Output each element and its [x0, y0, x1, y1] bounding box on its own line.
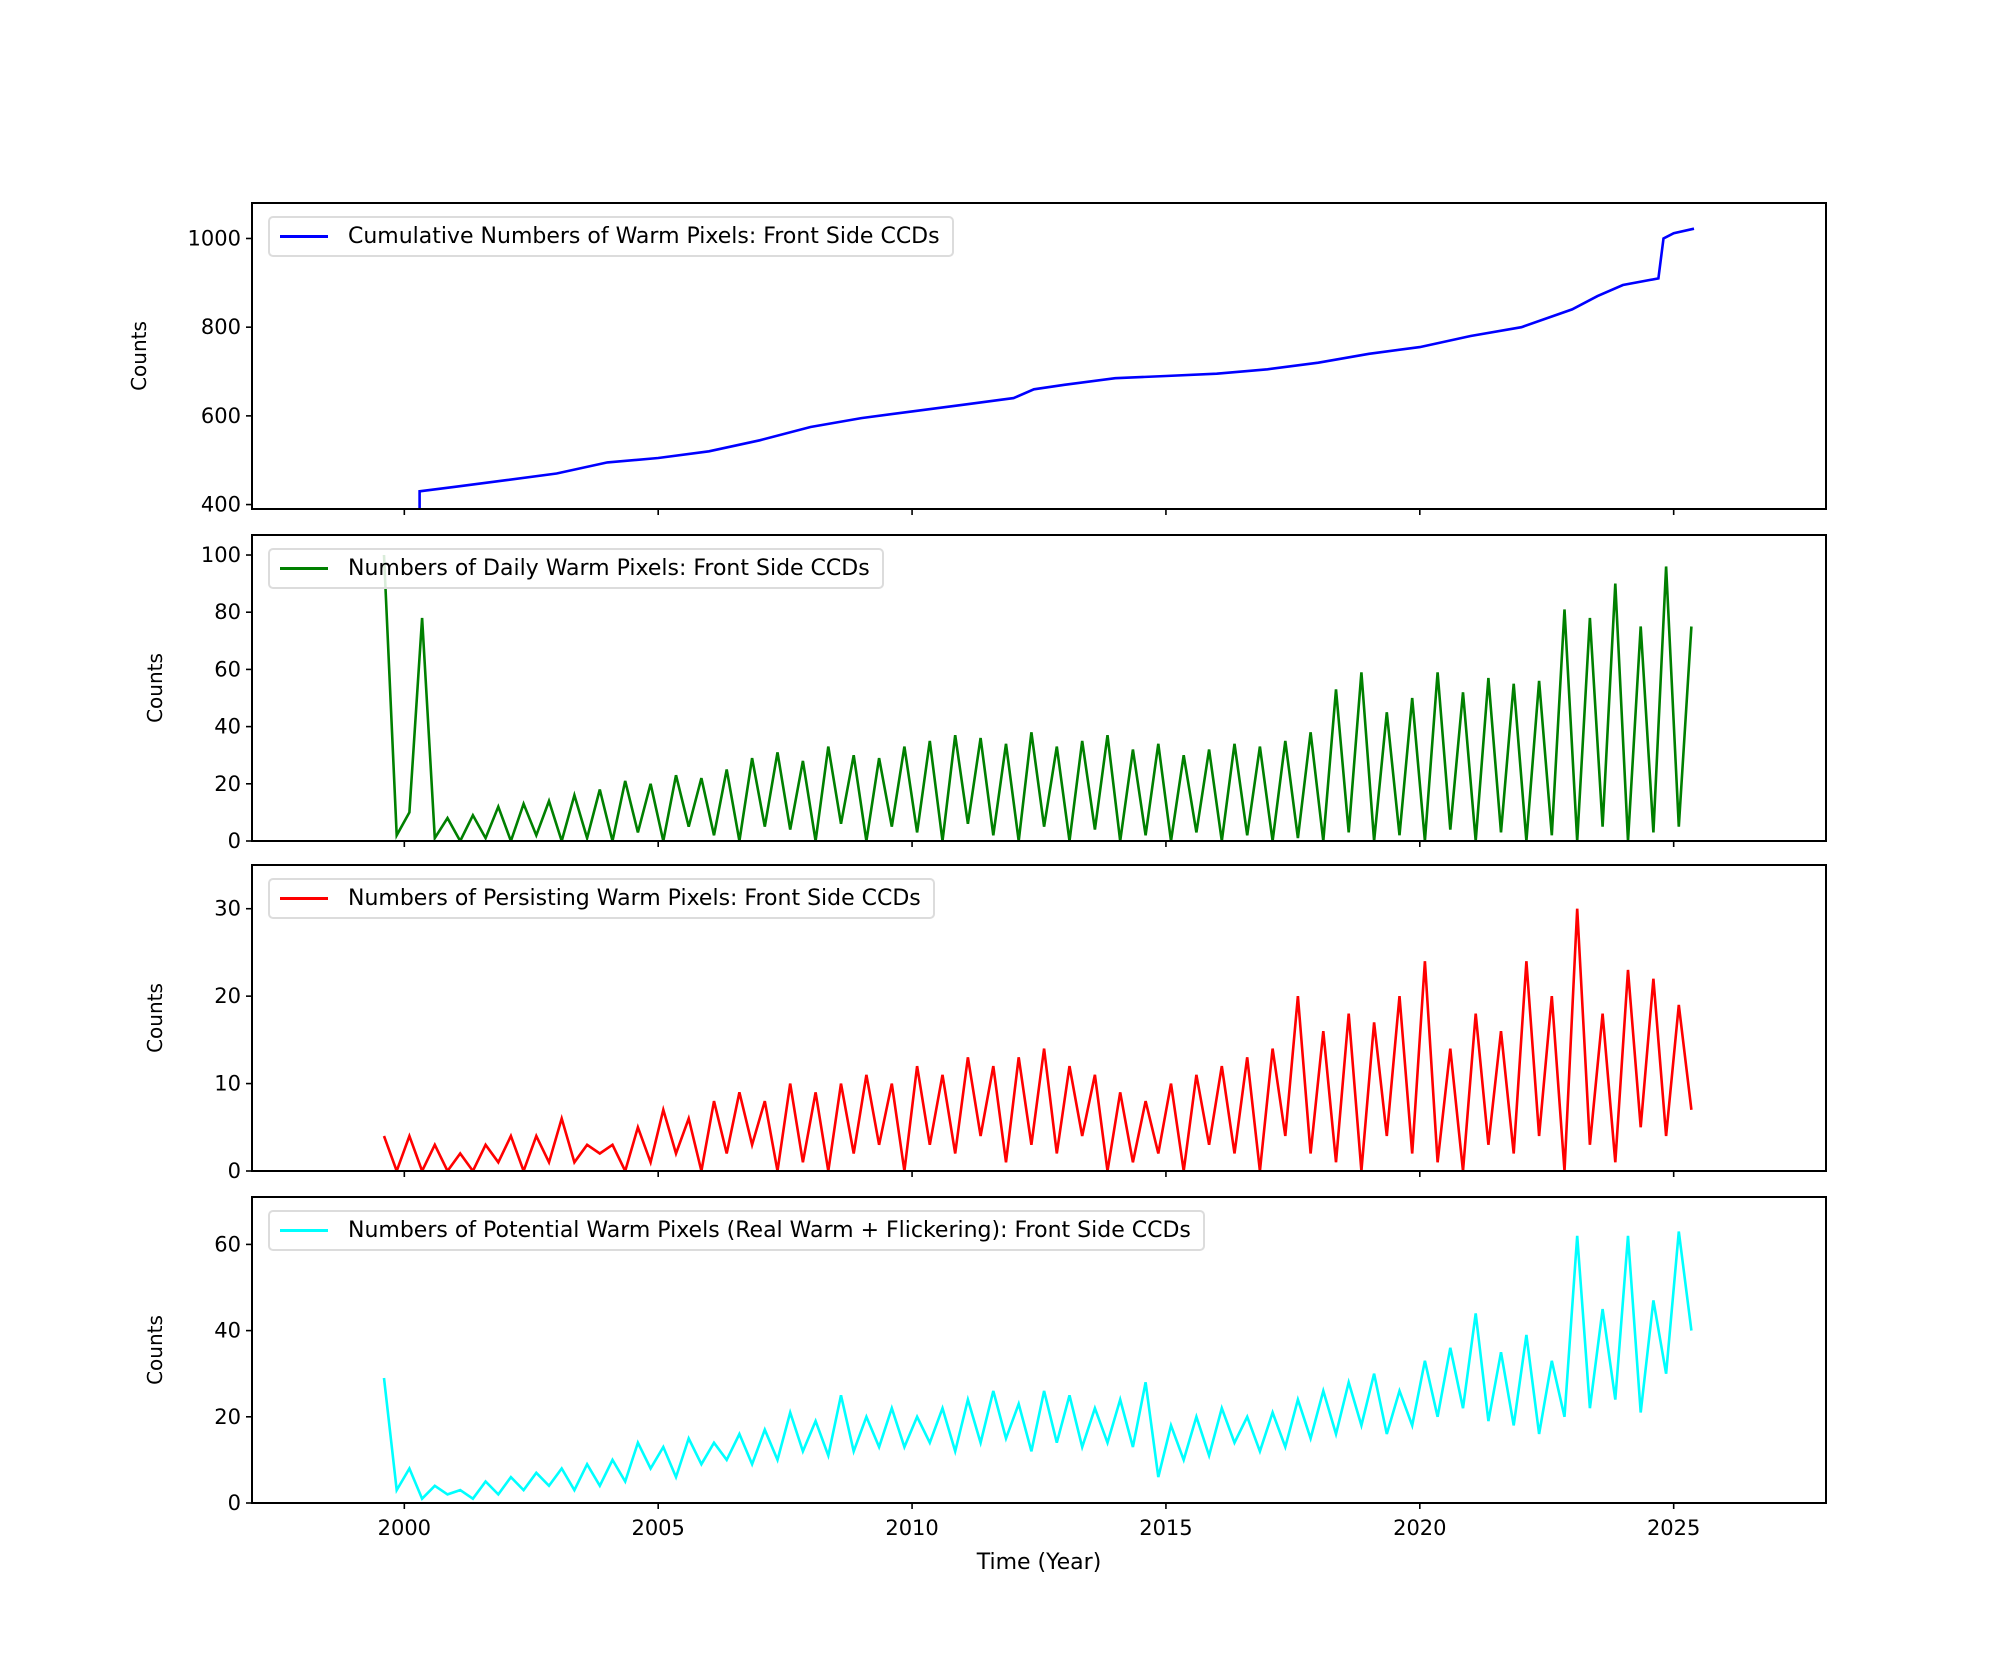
y-tick-label: 0 — [228, 1159, 241, 1183]
y-tick-label: 20 — [214, 772, 241, 796]
y-tick-label: 400 — [201, 493, 241, 517]
axes-frame — [251, 1196, 1827, 1504]
panel-1: 400 600 800 1000 Counts — [127, 202, 1827, 517]
panel-4: 0 20 40 60 2000 2005 2010 2015 2020 2025 Counts Tim… — [143, 1196, 1827, 1575]
y-axis-label: Counts — [143, 983, 167, 1053]
legend-swatch — [280, 567, 328, 570]
y-tick-label: 80 — [214, 600, 241, 624]
y-tick-label: 800 — [201, 315, 241, 339]
legend: Cumulative Numbers of Warm Pixels: Front… — [268, 216, 954, 257]
series-line — [418, 227, 1695, 509]
y-tick-label: 100 — [201, 543, 241, 567]
legend: Numbers of Potential Warm Pixels (Real W… — [268, 1210, 1205, 1251]
legend: Numbers of Persisting Warm Pixels: Front… — [268, 878, 935, 919]
legend-swatch — [280, 235, 328, 238]
y-tick-label: 20 — [214, 1405, 241, 1429]
x-tick-label: 2025 — [1647, 1516, 1700, 1540]
legend-label: Numbers of Persisting Warm Pixels: Front… — [348, 886, 921, 911]
y-tick-label: 600 — [201, 404, 241, 428]
legend: Numbers of Daily Warm Pixels: Front Side… — [268, 548, 884, 589]
legend-swatch — [280, 897, 328, 900]
legend-label: Cumulative Numbers of Warm Pixels: Front… — [348, 224, 940, 249]
legend-swatch — [280, 1229, 328, 1232]
y-axis-label: Counts — [143, 1315, 167, 1385]
y-tick-label: 0 — [228, 1491, 241, 1515]
y-tick-label: 60 — [214, 657, 241, 681]
panel-2: 0 20 40 60 80 100 Counts — [143, 534, 1827, 853]
y-tick-label: 40 — [214, 715, 241, 739]
y-tick-label: 60 — [214, 1232, 241, 1256]
y-tick-label: 30 — [214, 897, 241, 921]
y-axis-label: Counts — [127, 321, 151, 391]
x-axis-label: Time (Year) — [976, 1550, 1102, 1575]
axes-frame — [251, 534, 1827, 842]
panel-3: 0 10 20 30 Counts — [143, 864, 1827, 1183]
legend-label: Numbers of Potential Warm Pixels (Real W… — [348, 1218, 1191, 1243]
series-line — [382, 1231, 1693, 1502]
x-tick-label: 2015 — [1139, 1516, 1192, 1540]
y-tick-label: 20 — [214, 984, 241, 1008]
y-tick-label: 0 — [228, 829, 241, 853]
x-tick-label: 2000 — [378, 1516, 431, 1540]
axes-frame — [251, 202, 1827, 510]
y-axis-label: Counts — [143, 653, 167, 723]
axes-frame — [251, 864, 1827, 1172]
y-tick-label: 1000 — [188, 226, 241, 250]
x-tick-label: 2020 — [1393, 1516, 1446, 1540]
series-line — [382, 554, 1693, 841]
x-tick-label: 2005 — [631, 1516, 684, 1540]
y-tick-label: 10 — [214, 1072, 241, 1096]
legend-label: Numbers of Daily Warm Pixels: Front Side… — [348, 556, 870, 581]
x-tick-label: 2010 — [885, 1516, 938, 1540]
series-line — [382, 908, 1693, 1171]
y-tick-label: 40 — [214, 1319, 241, 1343]
